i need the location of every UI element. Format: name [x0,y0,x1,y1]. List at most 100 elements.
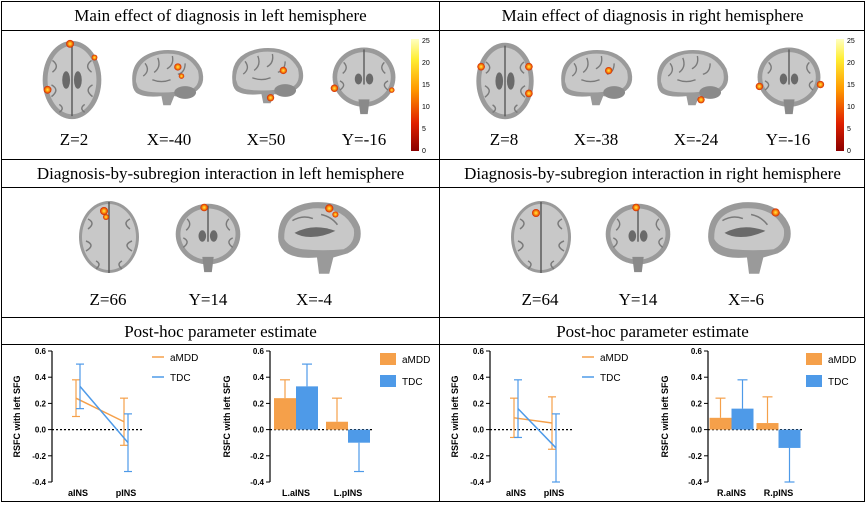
y-tick-label: 0.6 [473,347,485,356]
x-tick-label: L.aINS [282,488,310,498]
y-tick-label: 0.4 [473,373,485,382]
brain-slice-axial [470,38,540,124]
slice-coordinate: Y=-16 [765,130,811,149]
colorbar-tick: 10 [847,104,855,111]
posthoc-left-title: Post-hoc parameter estimate [124,322,317,341]
x-tick-label: aINS [68,488,88,498]
brain-slice-axial-top [74,196,144,278]
chart-line-left: 0.6 0.4 0.2 0.0 -0.2 -0.4 RSFC with left SFG aI… [12,347,198,498]
slice-coordinate: X=50 [246,130,286,149]
posthoc-right-title: Post-hoc parameter estimate [556,322,749,341]
slice-coordinate: Z=64 [521,290,559,309]
slice-coordinate: Z=8 [489,130,519,149]
colorbar-tick: 20 [422,60,430,67]
slice-coordinate: Y=14 [188,290,228,309]
colorbar-tick: 5 [847,126,851,133]
brain-slice-coronal [170,196,246,276]
y-axis-label: RSFC with left SFG [12,376,22,458]
y-tick-label: -0.2 [250,452,264,461]
y-tick-label: 0.0 [253,426,265,435]
x-tick-label: R.pINS [764,488,794,498]
slice-coordinate: X=-24 [673,130,719,149]
brain-slice-medial [702,194,794,280]
bar-tdc [348,429,370,443]
bar-amdd [709,417,732,430]
colorbar-tick: 0 [847,148,851,155]
colorbar-tick: 15 [422,82,430,89]
row-divider [1,344,865,345]
y-tick-label: 0.0 [35,426,47,435]
y-tick-label: 0.2 [35,399,47,408]
slice-coordinate: X=-38 [573,130,619,149]
y-tick-label: 0.6 [35,347,47,356]
brain-slice-axial-top [506,196,576,278]
colorbar-tick: 15 [847,82,855,89]
brain-slice-coronal [755,42,825,116]
row-divider [1,187,865,188]
brain-slice-sagittal [225,42,307,108]
y-tick-label: -0.4 [688,478,702,487]
column-divider [439,1,440,502]
colorbar-left: 25 20 15 10 5 0 [411,38,430,155]
slice-coordinate: Y=14 [618,290,658,309]
series-line-amdd [513,417,553,424]
y-tick-label: -0.2 [470,452,484,461]
bar-tdc [778,429,801,448]
y-tick-label: -0.4 [470,478,484,487]
legend-swatch [380,353,396,365]
legend-swatch [806,353,822,365]
series-line-tdc [517,408,557,449]
bar-tdc [296,386,318,430]
y-axis-label: RSFC with left SFG [660,376,670,458]
row-divider [1,159,865,160]
y-tick-label: 0.4 [253,373,265,382]
chart-bar-left: 0.6 0.4 0.2 0.0 -0.2 -0.4 RSFC with left SFG L.… [222,347,430,498]
legend-label: TDC [828,377,849,388]
slice-coordinate: Z=66 [89,290,127,309]
y-tick-label: -0.4 [32,478,46,487]
y-tick-label: 0.2 [253,399,265,408]
legend-label: TDC [402,377,423,388]
x-tick-label: pINS [544,488,565,498]
slice-coordinate: X=-6 [727,290,765,309]
colorbar-tick: 25 [847,38,855,45]
slice-coordinate: Z=2 [59,130,89,149]
slice-coordinate: X=-4 [295,290,333,309]
bar-amdd [326,421,348,430]
y-tick-label: 0.6 [253,347,265,356]
colorbar-tick: 10 [422,104,430,111]
legend-label: aMDD [600,353,628,364]
y-axis-label: RSFC with left SFG [222,376,232,458]
brain-slice-coronal [330,42,403,116]
chart-line-right: 0.6 0.4 0.2 0.0 -0.2 -0.4 RSFC with left SFG aI… [450,347,628,498]
x-tick-label: R.aINS [717,488,746,498]
y-tick-label: 0.2 [473,399,485,408]
slice-coordinate: Y=-16 [341,130,387,149]
brain-slice-medial [272,194,364,280]
colorbar-tick: 20 [847,60,855,67]
y-tick-label: -0.4 [250,478,264,487]
legend-label: aMDD [402,355,430,366]
brain-slice-sagittal [554,45,636,109]
legend-swatch [806,375,822,387]
bar-amdd [756,423,779,430]
brain-slice-sagittal [650,42,732,112]
y-tick-label: 0.4 [691,373,703,382]
y-tick-label: 0.0 [691,426,703,435]
x-tick-label: aINS [506,488,526,498]
row-divider [1,30,865,31]
inter-right-title: Diagnosis-by-subregion interaction in ri… [464,164,841,183]
y-tick-label: -0.2 [32,452,46,461]
y-tick-label: -0.2 [688,452,702,461]
inter-left-title: Diagnosis-by-subregion interaction in le… [36,164,405,183]
slice-coordinate: X=-40 [146,130,192,149]
legend-label: aMDD [828,355,856,366]
legend-label: aMDD [170,353,198,364]
row-divider [1,317,865,318]
y-tick-label: 0.2 [691,399,703,408]
brain-slice-axial [37,39,107,124]
legend-label: TDC [170,373,191,384]
colorbar-tick: 5 [422,126,426,133]
colorbar-right: 25 20 15 10 5 0 [836,38,855,155]
